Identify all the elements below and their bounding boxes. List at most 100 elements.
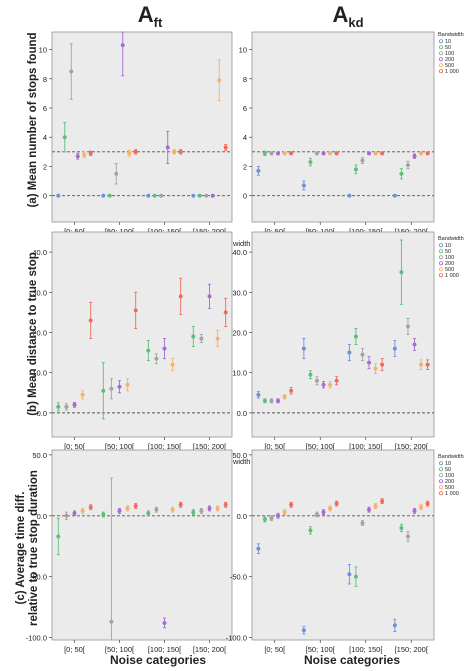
col-title-kd: Akd bbox=[332, 2, 363, 30]
data-point bbox=[178, 294, 183, 299]
data-point bbox=[223, 145, 228, 150]
data-point bbox=[360, 521, 365, 526]
legend-label: 10 bbox=[445, 39, 451, 45]
row-label-a: (a) Mean number of stops found bbox=[27, 32, 39, 207]
x-tick-label: [0; 50[ bbox=[64, 227, 86, 236]
legend-swatch bbox=[438, 473, 443, 478]
data-point bbox=[117, 508, 122, 513]
y-tick-label: 30.0 bbox=[232, 288, 247, 297]
y-tick-label: 0.0 bbox=[37, 512, 47, 521]
data-point bbox=[56, 404, 61, 409]
data-point bbox=[380, 362, 385, 367]
data-point bbox=[405, 534, 411, 539]
data-point bbox=[207, 506, 212, 511]
data-point bbox=[392, 346, 397, 351]
data-point bbox=[334, 151, 339, 156]
data-point bbox=[262, 151, 267, 156]
data-point bbox=[62, 135, 67, 140]
data-point bbox=[159, 193, 164, 198]
legend-swatch bbox=[438, 51, 443, 56]
panel-background bbox=[251, 31, 435, 223]
data-point bbox=[347, 572, 352, 577]
y-tick-label: 6 bbox=[243, 104, 247, 113]
legend-swatch bbox=[438, 461, 443, 466]
data-point bbox=[199, 336, 204, 341]
data-point bbox=[373, 503, 378, 509]
legend-swatch bbox=[438, 267, 443, 272]
data-point bbox=[72, 511, 77, 516]
data-point bbox=[162, 346, 167, 351]
data-point bbox=[101, 193, 106, 198]
y-tick-label: 0 bbox=[43, 192, 47, 201]
data-point bbox=[165, 145, 170, 150]
data-point bbox=[419, 151, 424, 156]
y-tick-label: -50.0 bbox=[30, 573, 47, 582]
panel-background bbox=[251, 231, 435, 438]
legend-swatch bbox=[438, 69, 443, 74]
data-point bbox=[412, 508, 417, 513]
col-title-ft: Aft bbox=[138, 2, 163, 30]
data-point bbox=[425, 501, 430, 506]
data-point bbox=[321, 151, 326, 156]
y-tick-label: -100.0 bbox=[226, 634, 247, 643]
data-point bbox=[373, 366, 378, 371]
panel-background bbox=[51, 231, 233, 438]
y-tick-label: 0.0 bbox=[37, 409, 47, 418]
legend-swatch bbox=[438, 249, 443, 254]
data-point bbox=[101, 512, 106, 517]
data-point bbox=[328, 151, 333, 156]
data-point bbox=[360, 352, 365, 357]
y-tick-label: 8 bbox=[43, 75, 47, 84]
data-point bbox=[334, 378, 339, 383]
data-point bbox=[215, 336, 220, 341]
legend-label: 1 000 bbox=[445, 69, 459, 75]
data-point bbox=[107, 193, 112, 198]
legend-label: 200 bbox=[445, 479, 454, 485]
data-point bbox=[256, 168, 261, 173]
data-point bbox=[133, 503, 138, 509]
x-tick-label: [150; 200[ bbox=[193, 442, 227, 451]
data-point bbox=[347, 350, 352, 355]
data-point bbox=[328, 382, 333, 387]
chart-panel-4: 0.0 10.0 20.0 30.0 40.0 [0; 50[[50; 100[[100;… bbox=[232, 231, 435, 451]
row-label-c: (c) Average time diff.relative to true s… bbox=[15, 470, 40, 626]
chart-panel-5: -100.0 -50.0 0.0 50.0 [0; 50[[50; 100[[100; … bbox=[26, 449, 233, 654]
legend-label: 10 bbox=[445, 243, 451, 249]
legend-swatch bbox=[438, 39, 443, 44]
legend-swatch bbox=[438, 485, 443, 490]
data-point bbox=[69, 69, 74, 74]
y-tick-label: 2 bbox=[243, 162, 247, 171]
x-tick-label: [150; 200[ bbox=[395, 227, 429, 236]
legend-label: 500 bbox=[445, 63, 454, 69]
legend-swatch bbox=[438, 57, 443, 62]
legend-label: 100 bbox=[445, 473, 454, 479]
data-point bbox=[419, 362, 424, 367]
y-tick-label: 40.0 bbox=[32, 248, 47, 257]
data-point bbox=[109, 386, 114, 391]
y-tick-label: 50.0 bbox=[32, 451, 47, 460]
data-point bbox=[146, 511, 151, 516]
data-point bbox=[217, 78, 222, 83]
x-tick-label: [150; 200[ bbox=[395, 645, 429, 654]
y-tick-label: -100.0 bbox=[26, 634, 47, 643]
x-tick-label: [100; 150[ bbox=[148, 442, 182, 451]
data-point bbox=[152, 193, 157, 198]
data-point bbox=[82, 152, 87, 157]
data-point bbox=[353, 574, 358, 579]
legend-swatch bbox=[438, 45, 443, 50]
data-point bbox=[321, 382, 326, 387]
y-tick-label: 50.0 bbox=[232, 451, 247, 460]
data-point bbox=[64, 404, 69, 409]
x-tick-label: [100; 150[ bbox=[349, 227, 383, 236]
data-point bbox=[269, 398, 274, 403]
data-point bbox=[256, 546, 261, 551]
data-point bbox=[127, 151, 132, 156]
data-point bbox=[289, 502, 294, 507]
data-point bbox=[215, 506, 220, 511]
data-point bbox=[125, 506, 130, 511]
y-tick-label: -50.0 bbox=[230, 573, 247, 582]
x-tick-label: [50; 100[ bbox=[306, 442, 336, 451]
y-tick-label: 20.0 bbox=[232, 328, 247, 337]
data-point bbox=[109, 619, 114, 624]
